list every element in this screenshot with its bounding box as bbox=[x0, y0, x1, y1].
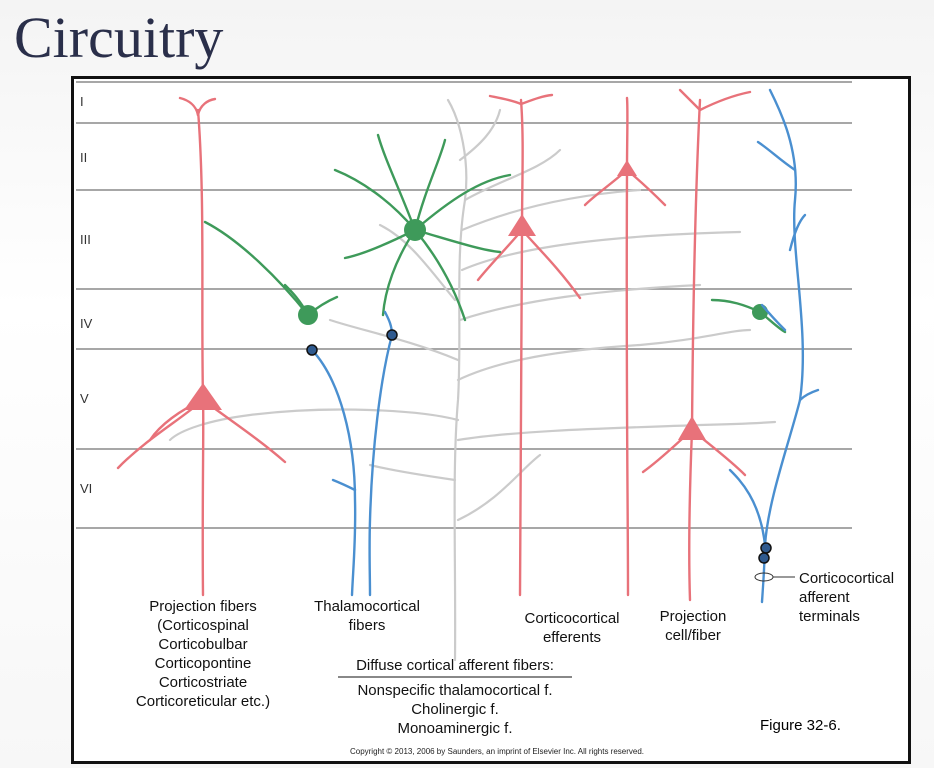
synaptic-terminals bbox=[306, 329, 772, 564]
corticocortical-afferent-label: Corticocortical afferent terminals bbox=[799, 570, 894, 625]
layer-label-3: III bbox=[80, 232, 91, 247]
figure-number: Figure 32-6. bbox=[760, 717, 841, 734]
label-line: terminals bbox=[799, 608, 860, 625]
label-line: Corticostriate bbox=[159, 674, 247, 691]
layer-label-6: VI bbox=[80, 481, 92, 496]
terminal-dot bbox=[760, 542, 772, 554]
label-line: afferent bbox=[799, 589, 850, 606]
copyright-notice: Copyright © 2013, 2006 by Saunders, an i… bbox=[350, 747, 644, 756]
layer-label-2: II bbox=[80, 150, 87, 165]
pyramidal-soma bbox=[617, 160, 637, 176]
terminal-dot bbox=[386, 329, 398, 341]
layer-label-1: I bbox=[80, 94, 84, 109]
layer-boundaries bbox=[76, 81, 852, 529]
terminal-dot bbox=[306, 344, 318, 356]
label-line: Projection fibers bbox=[149, 598, 257, 615]
label-line: Corticobulbar bbox=[158, 636, 247, 653]
stellate-somas bbox=[298, 219, 768, 325]
pyramidal-somas bbox=[184, 160, 706, 440]
label-line: Corticocortical bbox=[524, 610, 619, 627]
label-line: Corticopontine bbox=[155, 655, 252, 672]
label-line: Nonspecific thalamocortical f. bbox=[357, 682, 552, 699]
slide-title: Circuitry bbox=[14, 5, 224, 70]
label-line: Corticocortical bbox=[799, 570, 894, 587]
label-line: (Corticospinal bbox=[157, 617, 249, 634]
label-line: fibers bbox=[349, 617, 386, 634]
layer-label-4: IV bbox=[80, 316, 93, 331]
label-line: Projection bbox=[660, 608, 727, 625]
label-line: Cholinergic f. bbox=[411, 701, 499, 718]
projection-fibers-label: Projection fibers (Corticospinal Cortico… bbox=[136, 598, 270, 710]
corticocortical-efferents-label: Corticocortical efferents bbox=[524, 610, 619, 646]
callout-leader bbox=[754, 572, 795, 582]
projection-soma bbox=[184, 383, 222, 410]
stellate-soma-small bbox=[752, 304, 768, 320]
thalamocortical-label: Thalamocortical fibers bbox=[314, 598, 420, 634]
diffuse-fibers-label: Diffuse cortical afferent fibers: Nonspe… bbox=[338, 657, 572, 737]
label-line: Monoaminergic f. bbox=[397, 720, 512, 737]
label-line: cell/fiber bbox=[665, 627, 721, 644]
afferent-fibers bbox=[310, 88, 820, 604]
efferent-neurons bbox=[116, 88, 752, 602]
diffuse-heading: Diffuse cortical afferent fibers: bbox=[356, 657, 554, 674]
terminal-dot bbox=[758, 552, 770, 564]
stellate-soma-medium bbox=[298, 305, 318, 325]
diffuse-afferent-fibers bbox=[168, 98, 777, 662]
projection-cell-soma bbox=[678, 416, 706, 440]
projection-cell-label: Projection cell/fiber bbox=[660, 608, 727, 644]
layer-label-5: V bbox=[80, 391, 89, 406]
efferent-soma bbox=[508, 214, 536, 236]
label-line: Corticoreticular etc.) bbox=[136, 693, 270, 710]
stellate-soma-large bbox=[404, 219, 426, 241]
label-line: Thalamocortical bbox=[314, 598, 420, 615]
label-line: efferents bbox=[543, 629, 601, 646]
